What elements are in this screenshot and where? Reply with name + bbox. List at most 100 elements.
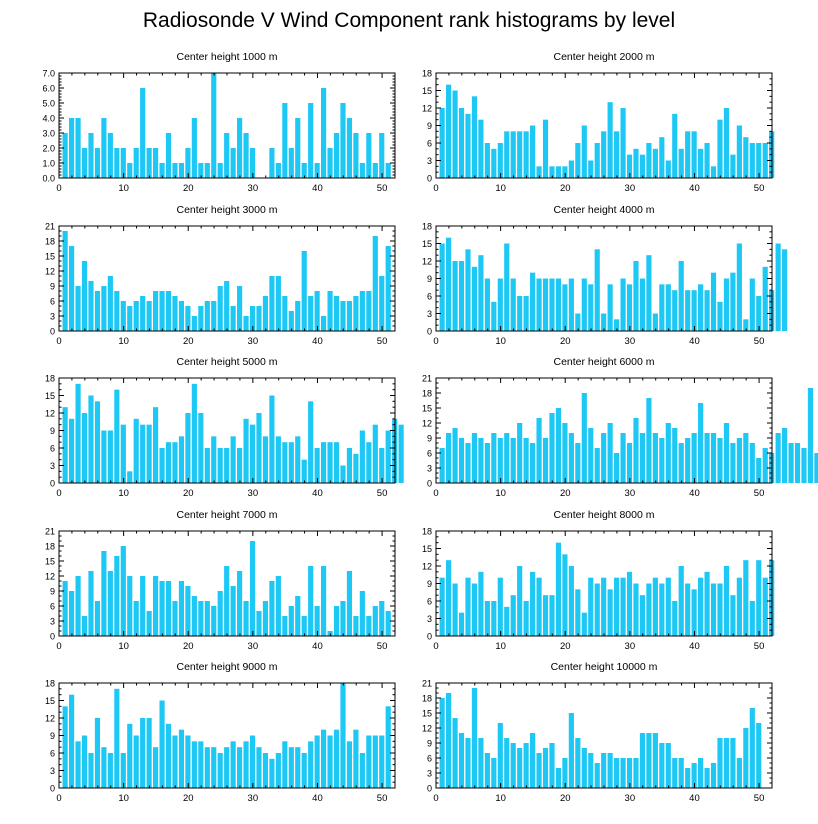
x-tick-label: 40: [312, 793, 323, 804]
bar: [672, 758, 678, 788]
bar: [478, 571, 484, 636]
bar: [588, 284, 594, 331]
bar: [756, 560, 762, 636]
bar: [172, 442, 178, 483]
y-tick-label: 15: [422, 544, 432, 554]
bar: [504, 606, 510, 636]
bar: [211, 301, 217, 331]
bar: [321, 566, 327, 636]
bar: [458, 108, 465, 178]
bar: [308, 741, 314, 788]
bar: [678, 566, 684, 636]
bar: [594, 448, 600, 483]
y-tick-label: 6: [50, 297, 55, 307]
y-tick-label: 6: [50, 444, 55, 454]
bar: [224, 566, 230, 636]
y-tick-label: 12: [422, 562, 432, 572]
bar: [107, 571, 113, 636]
x-tick-label: 50: [754, 336, 765, 347]
bar: [127, 163, 133, 178]
bar: [439, 577, 445, 636]
x-tick-label: 10: [118, 336, 129, 347]
y-tick-label: 9: [427, 274, 432, 284]
bar: [639, 278, 646, 331]
bar: [308, 401, 314, 483]
bar: [282, 296, 288, 331]
bar: [510, 131, 516, 178]
bar: [204, 301, 210, 331]
x-tick-label: 30: [625, 183, 636, 194]
y-tick-label: 0: [427, 174, 432, 184]
bar: [536, 753, 542, 788]
bar: [282, 103, 288, 178]
bar: [243, 601, 249, 636]
bar: [321, 442, 327, 483]
bar: [691, 433, 697, 483]
x-tick-label: 0: [56, 488, 61, 499]
bar: [504, 243, 510, 331]
bar: [523, 743, 529, 788]
bar: [465, 577, 471, 636]
bar: [633, 583, 639, 636]
bar: [517, 748, 523, 788]
bar: [101, 747, 107, 788]
bar: [672, 113, 678, 178]
bar: [94, 601, 101, 636]
bar: [321, 316, 327, 331]
bar: [491, 148, 497, 178]
bar: [626, 758, 633, 788]
bar: [588, 577, 594, 636]
bar: [314, 163, 320, 178]
bar: [295, 301, 301, 331]
bar: [69, 118, 75, 178]
bar: [743, 433, 749, 483]
x-tick-label: 10: [118, 641, 129, 652]
bar: [62, 581, 68, 636]
bar: [568, 713, 574, 788]
chart-panel-6: Center height 6000 m 0 10 20 30 40 50 0 3 6 9 12 15 1…: [422, 356, 818, 499]
bar: [536, 166, 542, 178]
bar: [88, 571, 94, 636]
bar: [230, 741, 236, 788]
bar: [346, 571, 353, 636]
bar: [458, 612, 465, 636]
bar: [262, 296, 269, 331]
bar: [262, 753, 269, 788]
bar: [301, 251, 307, 331]
bar: [321, 729, 327, 788]
bar: [133, 735, 139, 788]
bar: [484, 443, 490, 483]
bar: [523, 131, 529, 178]
bar: [568, 278, 574, 331]
panel-title: Center height 3000 m: [177, 204, 278, 216]
bar: [353, 453, 359, 483]
bar: [594, 763, 600, 788]
bar: [94, 718, 101, 788]
bar: [478, 255, 484, 331]
bar: [359, 591, 365, 636]
bar: [198, 413, 204, 483]
bar: [353, 616, 359, 636]
bar: [314, 735, 320, 788]
x-tick-label: 30: [248, 183, 259, 194]
bar: [185, 306, 191, 331]
bar: [555, 278, 562, 331]
bar: [446, 84, 452, 178]
bar: [120, 301, 126, 331]
bar: [723, 278, 730, 331]
bar: [568, 433, 574, 483]
bar: [178, 729, 185, 788]
bar: [562, 423, 568, 483]
bar: [249, 424, 256, 483]
bar: [217, 448, 223, 483]
bar: [81, 735, 88, 788]
bar: [308, 103, 314, 178]
x-tick-label: 10: [118, 488, 129, 499]
bar: [191, 383, 197, 483]
bar: [439, 448, 445, 483]
bar: [237, 286, 243, 331]
bar: [217, 591, 223, 636]
bar: [723, 108, 730, 178]
y-tick-label: 3.0: [42, 129, 55, 139]
bar: [372, 163, 378, 178]
